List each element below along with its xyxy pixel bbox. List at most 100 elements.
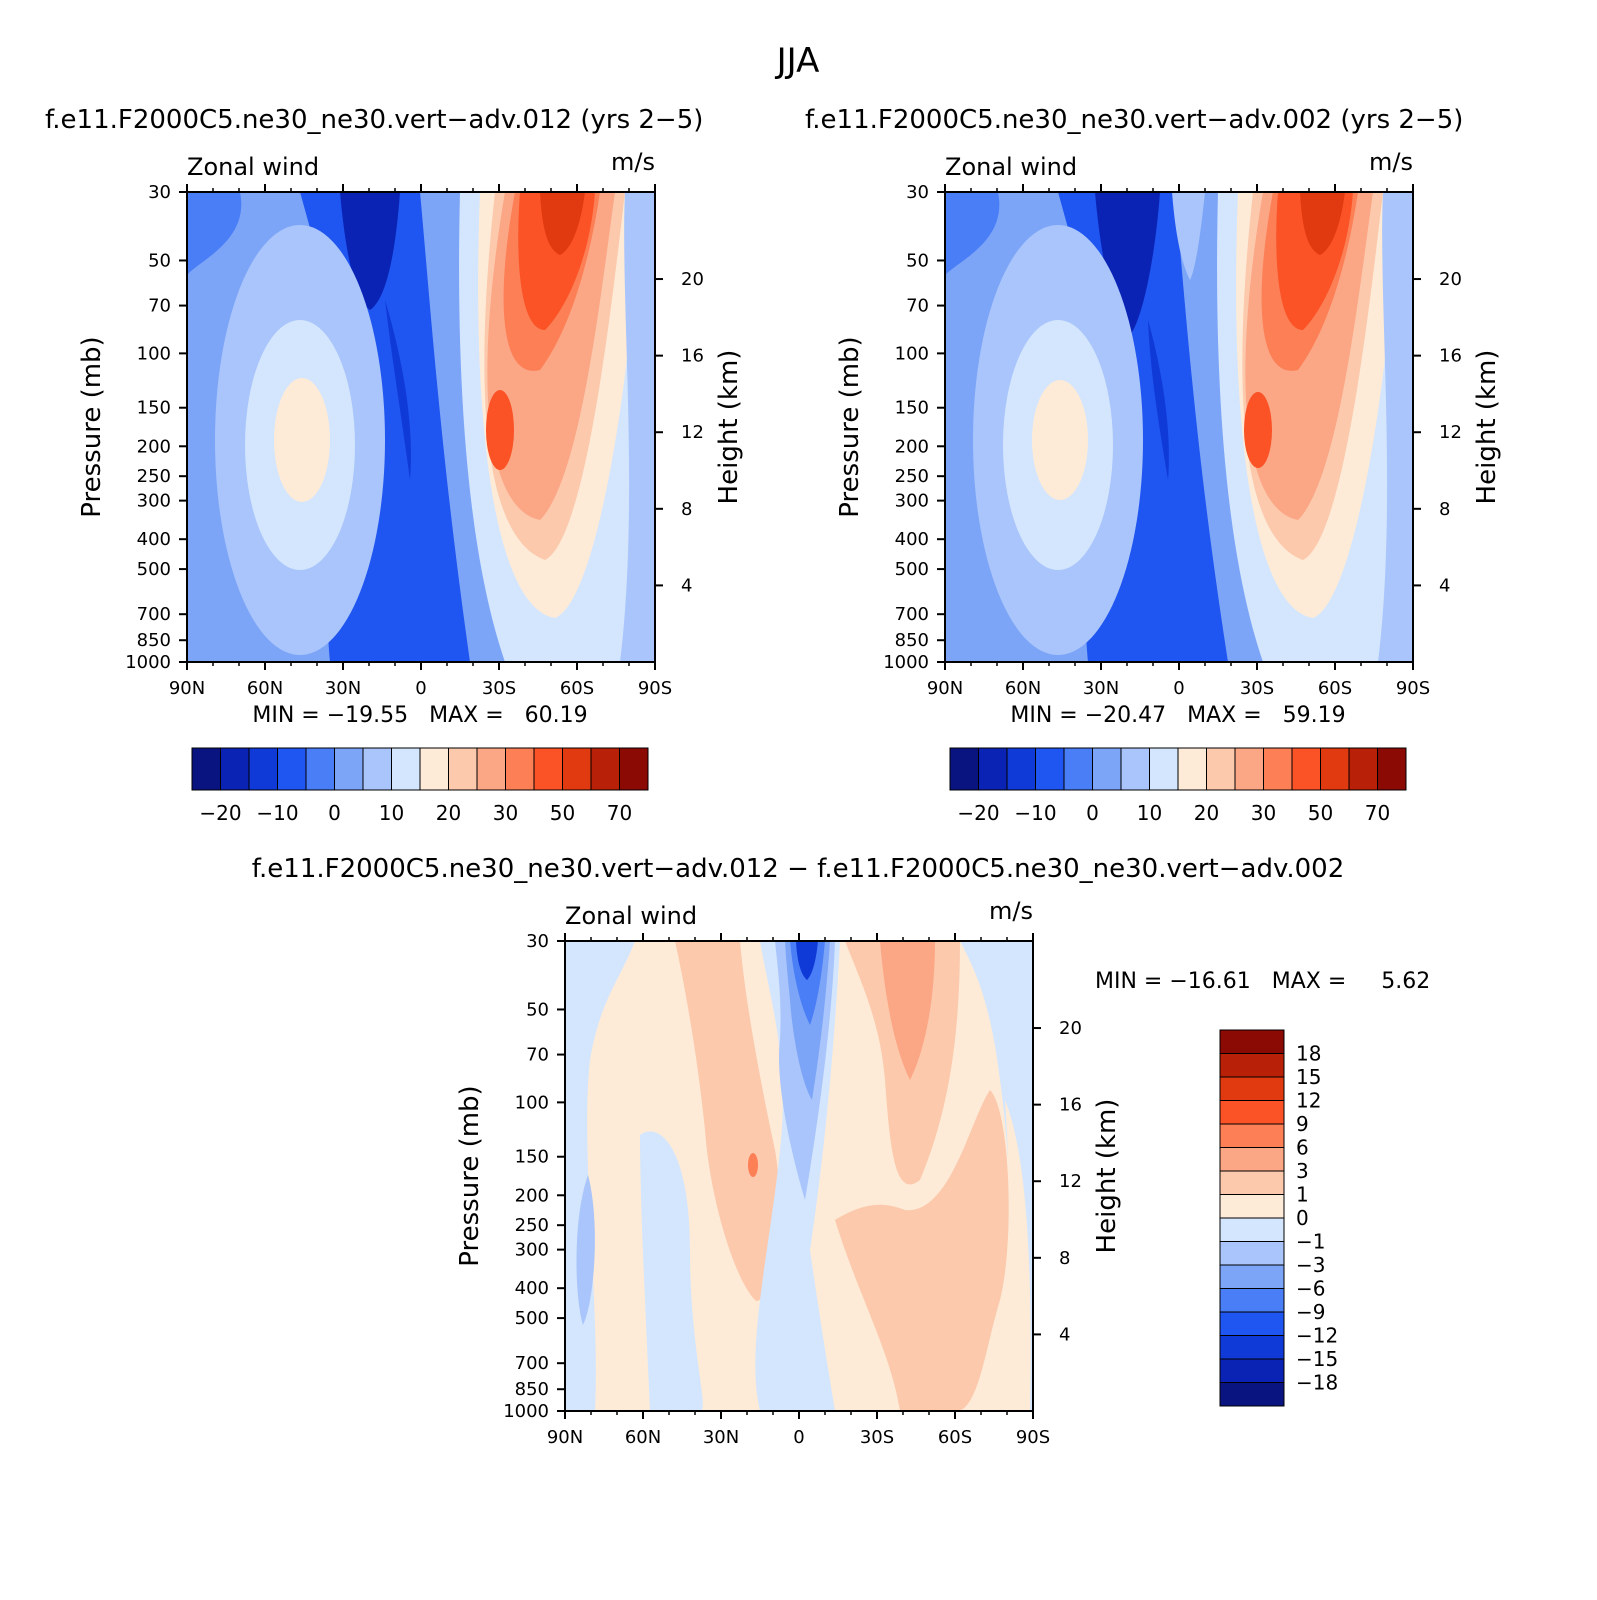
panel-a: 90N 60N 30N 0 30S 60S 90S305070100150200250300…: [77, 148, 744, 825]
panel-a-field-east-core: [540, 192, 585, 255]
panel-b-field-east-core: [1300, 192, 1345, 255]
panel-a-field-east-sub: [486, 390, 514, 470]
height-tick-label: 12: [1439, 422, 1462, 443]
panel-c-axes: 90N 60N 30N 0 30S 60S 90S 30 50 70 100 150 200 250 300…: [503, 931, 1082, 1448]
height-tick-label: 20: [1439, 269, 1462, 290]
colorbar-box: [1092, 747, 1122, 791]
y-tick-label: 700: [515, 1353, 549, 1374]
panel-b-stats: MIN = −20.47 MAX = 59.19: [1010, 703, 1345, 728]
x-tick-label: 60N: [247, 678, 283, 699]
height-tick-label: 4: [681, 575, 692, 596]
height-tick-label: 12: [1059, 1171, 1082, 1192]
colorbar-box: [248, 747, 278, 791]
colorbar-label: 0: [328, 801, 341, 825]
y-tick-label: 850: [137, 630, 171, 651]
colorbar-label: 3: [1296, 1159, 1309, 1183]
panel-a-colorbar: −20 −10 0 10 20 30 50 70: [191, 747, 649, 825]
panel-a-axes: 90N 60N 30N 0 30S 60S 90S 30 50 70 100 150 200 250 300…: [125, 182, 704, 699]
height-tick-label: 20: [681, 269, 704, 290]
y-tick-label: 30: [148, 182, 171, 203]
x-tick-label: 90S: [1016, 1427, 1050, 1448]
colorbar-label: −6: [1296, 1277, 1325, 1301]
colorbar-box: [191, 747, 221, 791]
colorbar-label: 70: [607, 801, 632, 825]
colorbar-label: 0: [1296, 1206, 1309, 1230]
y-tick-label: 30: [906, 182, 929, 203]
panel-b-field-jet-core: [1095, 192, 1160, 335]
colorbar-label: 12: [1296, 1089, 1321, 1113]
colorbar-label: 30: [1251, 801, 1276, 825]
colorbar-box: [448, 747, 478, 791]
colorbar-label: 20: [1194, 801, 1219, 825]
colorbar-box: [1219, 1382, 1285, 1407]
y-tick-label: 150: [137, 398, 171, 419]
panel-b-right-label: m/s: [1369, 148, 1413, 176]
colorbar-label: −10: [1014, 801, 1056, 825]
colorbar-box: [334, 747, 364, 791]
panel-a-field-jet-streak: [385, 300, 411, 480]
panel-c-field-pos-west: [675, 941, 780, 1301]
colorbar-box: [1219, 1241, 1285, 1266]
y-tick-label: 300: [895, 491, 929, 512]
x-tick-label: 60S: [560, 678, 594, 699]
height-tick-label: 16: [1059, 1095, 1082, 1116]
panel-c-field-pos-spot: [748, 1153, 758, 1177]
panel-a-field-blue-west: [187, 192, 242, 275]
y-tick-label: 200: [515, 1185, 549, 1206]
x-tick-label: 90S: [638, 678, 672, 699]
colorbar-box: [1219, 1288, 1285, 1313]
panel-b-title: f.e11.F2000C5.ne30_ne30.vert−adv.002 (yr…: [805, 105, 1463, 135]
y-tick-label: 70: [526, 1045, 549, 1066]
colorbar-box: [1263, 747, 1293, 791]
colorbar-label: 18: [1296, 1042, 1321, 1066]
panel-a-ylabel-right: Height (km): [714, 350, 744, 505]
colorbar-box: [1291, 747, 1321, 791]
y-tick-label: 100: [137, 343, 171, 364]
y-tick-label: 50: [526, 999, 549, 1020]
colorbar-box: [305, 747, 335, 791]
panel-c-field-pos-band: [835, 1090, 1009, 1411]
colorbar-box: [949, 747, 979, 791]
colorbar-box: [1219, 1170, 1285, 1195]
figure-title: JJA: [775, 41, 820, 81]
x-tick-label: 30N: [1083, 678, 1119, 699]
colorbar-label: −9: [1296, 1300, 1325, 1324]
x-tick-label: 60N: [1005, 678, 1041, 699]
colorbar-box: [1219, 1335, 1285, 1360]
x-tick-label: 0: [793, 1427, 804, 1448]
panel-b-colorbar: −20 −10 0 10 20 30 50 70: [949, 747, 1407, 825]
y-tick-label: 300: [515, 1240, 549, 1261]
panel-c-right-label: m/s: [989, 897, 1033, 925]
y-tick-label: 150: [895, 398, 929, 419]
panel-c-field-pos-east-core: [880, 941, 935, 1080]
panel-b-field-pale-tongue: [1172, 192, 1205, 280]
panel-c-contours: [565, 941, 1033, 1411]
colorbar-box: [1219, 1100, 1285, 1125]
colorbar-box: [362, 747, 392, 791]
colorbar-box: [476, 747, 506, 791]
x-tick-label: 30N: [703, 1427, 739, 1448]
colorbar-box: [1149, 747, 1179, 791]
panel-a-field-far-east: [620, 192, 655, 662]
panel-a-stats: MIN = −19.55 MAX = 60.19: [252, 703, 587, 728]
panel-a-left-label: Zonal wind: [187, 153, 319, 181]
colorbar-box: [1063, 747, 1093, 791]
y-tick-label: 50: [148, 250, 171, 271]
x-tick-label: 30S: [482, 678, 516, 699]
panel-c-field-west-ring: [576, 1175, 595, 1325]
panel-a-right-label: m/s: [611, 148, 655, 176]
y-tick-label: 1000: [883, 652, 929, 673]
colorbar-box: [1219, 1217, 1285, 1242]
y-tick-label: 300: [137, 491, 171, 512]
colorbar-label: −18: [1296, 1371, 1338, 1395]
colorbar-box: [562, 747, 592, 791]
colorbar-label: −20: [957, 801, 999, 825]
colorbar-label: 6: [1296, 1136, 1309, 1160]
panel-c-left-label: Zonal wind: [565, 902, 697, 930]
colorbar-label: 9: [1296, 1112, 1309, 1136]
colorbar-label: −1: [1296, 1230, 1325, 1254]
x-tick-label: 30S: [860, 1427, 894, 1448]
y-tick-label: 850: [515, 1379, 549, 1400]
y-tick-label: 250: [137, 466, 171, 487]
colorbar-box: [1219, 1053, 1285, 1078]
